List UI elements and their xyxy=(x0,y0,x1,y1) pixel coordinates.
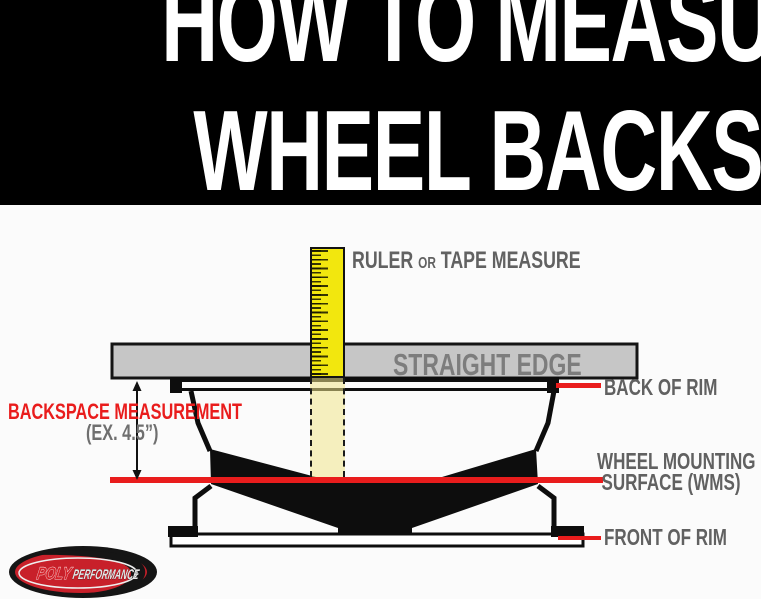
page-title-row: HOW TO MEASURE xyxy=(0,0,761,104)
wms-label: WHEEL MOUNTING SURFACE (WMS) xyxy=(597,448,756,495)
ruler-projection xyxy=(310,378,345,477)
upper-left-rim-wall xyxy=(188,390,213,452)
straight-edge-bar xyxy=(110,342,639,380)
lower-right-rim-wall xyxy=(536,484,557,534)
page-title-line2: WHEEL BACKSPACING xyxy=(193,87,761,215)
backspace-example-label: (EX. 4.5”) xyxy=(86,420,159,445)
ruler-label: RULER OR TAPE MEASURE xyxy=(352,247,581,275)
wms-label-line1: WHEEL MOUNTING xyxy=(597,448,756,474)
wheel-disc xyxy=(210,449,538,541)
front-of-rim-pointer xyxy=(558,536,601,540)
title-banner: HOW TO MEASURE WHEEL BACKSPACING xyxy=(0,0,761,208)
back-rim-left-lip xyxy=(170,377,182,393)
back-of-rim-pointer xyxy=(556,383,601,388)
page-title-row: WHEEL BACKSPACING xyxy=(0,87,761,233)
backspace-measurement-label: BACKSPACE MEASUREMENT xyxy=(8,399,242,424)
upper-right-rim-wall xyxy=(533,390,557,452)
back-rim-inner-line xyxy=(182,388,548,391)
wheel-cross-section-icon xyxy=(168,377,585,548)
ruler-label-part2: TAPE MEASURE xyxy=(440,247,581,274)
logo-text-ring xyxy=(18,557,138,589)
front-rim-right-foot xyxy=(551,526,584,537)
ruler-label-part1: RULER xyxy=(352,247,414,274)
wms-label-line2: SURFACE (WMS) xyxy=(601,469,741,495)
brand-logo: POLY PERFORMANCE xyxy=(9,546,157,598)
ruler-minor-ticks xyxy=(312,250,321,375)
front-rim-left-foot xyxy=(168,526,198,537)
back-rim-bar xyxy=(170,377,559,382)
ruler-label-conj: OR xyxy=(418,255,436,272)
wms-line xyxy=(110,477,603,483)
logo-text-performance: PERFORMANCE xyxy=(72,566,141,582)
back-rim-right-lip xyxy=(547,377,559,393)
page-title-line1: HOW TO MEASURE xyxy=(161,0,761,86)
front-of-rim-label: FRONT OF RIM xyxy=(604,524,727,550)
lower-left-rim-wall xyxy=(192,484,213,534)
ruler-icon xyxy=(310,247,345,378)
backspace-arrow-icon xyxy=(132,381,142,480)
back-of-rim-label: BACK OF RIM xyxy=(604,374,718,400)
straight-edge-label: STRAIGHT EDGE xyxy=(393,347,582,382)
logo-text-poly: POLY xyxy=(35,563,74,583)
front-rim-bar xyxy=(169,532,585,548)
